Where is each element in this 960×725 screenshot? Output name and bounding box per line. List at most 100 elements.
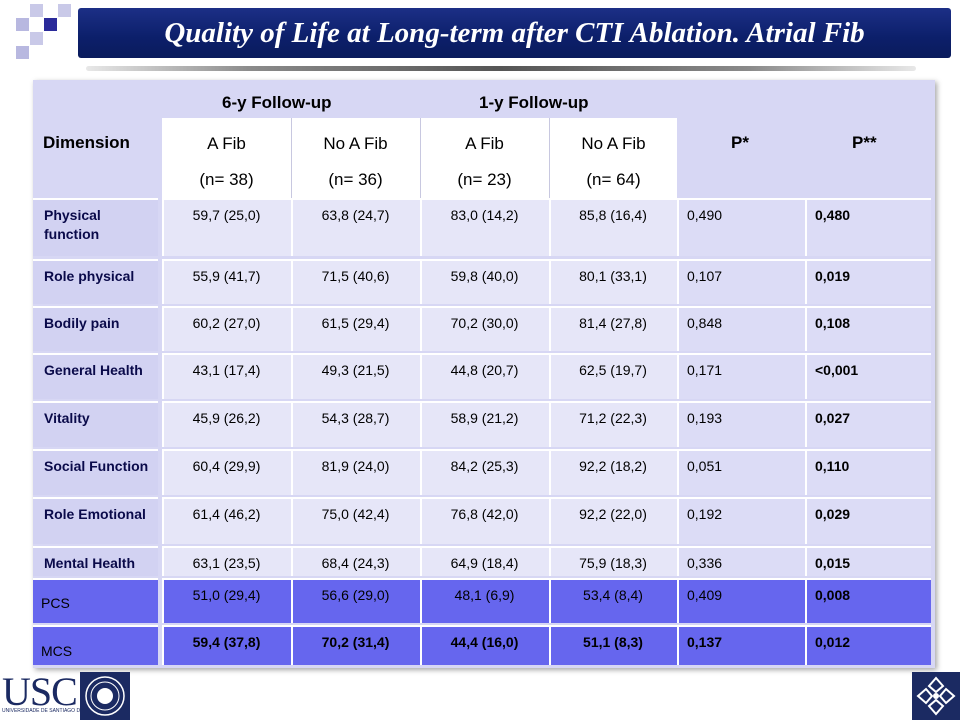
row-label: Role physical [44, 268, 135, 284]
row-label: PCS [41, 595, 70, 611]
table-cell [291, 259, 420, 304]
cell-value: 92,2 (18,2) [579, 458, 647, 474]
cell-value: 55,9 (41,7) [192, 268, 261, 284]
subheader-group-name: A Fib [207, 134, 246, 153]
table-cell [805, 449, 931, 495]
row-label: Vitality [44, 410, 90, 426]
cell-value: 0,137 [687, 634, 723, 650]
cell-value: 0,409 [687, 587, 723, 603]
row-label-cell [33, 497, 158, 544]
cell-value: 0,015 [815, 555, 851, 571]
cell-value: 0,848 [687, 315, 723, 331]
subheader-group-n: (n= 23) [457, 170, 512, 189]
table-cell [549, 259, 677, 304]
cell-value: 59,7 (25,0) [192, 207, 261, 223]
cell-value: 63,1 (23,5) [192, 555, 261, 571]
table-cell [549, 546, 677, 576]
row-label-cell [33, 578, 158, 623]
row-label-cell [33, 353, 158, 399]
row-label: Physical function [44, 207, 101, 242]
table-cell [291, 198, 420, 256]
row-label-cell [33, 306, 158, 351]
table-cell [291, 546, 420, 576]
cell-value: 61,5 (29,4) [321, 315, 390, 331]
table-cell [291, 497, 420, 544]
cell-value: 53,4 (8,4) [583, 587, 643, 603]
cell-value: 81,4 (27,8) [579, 315, 647, 331]
table-cell [677, 401, 805, 447]
cell-value: 51,1 (8,3) [583, 634, 643, 650]
decor-square [30, 32, 43, 45]
cell-value: 0,110 [815, 458, 850, 474]
table-cell [162, 401, 291, 447]
cell-value: 56,6 (29,0) [321, 587, 390, 603]
cell-value: 92,2 (22,0) [579, 506, 647, 522]
subheader-block [162, 118, 677, 198]
table-cell [291, 578, 420, 623]
row-label: MCS [41, 643, 73, 659]
cell-value: 68,4 (24,3) [321, 555, 390, 571]
table-cell [420, 306, 549, 351]
cell-value: 51,0 (29,4) [192, 587, 261, 603]
header-1y-follow-up: 1-y Follow-up [479, 93, 589, 112]
table-cell [291, 401, 420, 447]
table-cell [420, 401, 549, 447]
decor-square [58, 4, 71, 17]
cell-value: 83,0 (14,2) [450, 207, 519, 223]
cell-value: 59,8 (40,0) [450, 268, 519, 284]
page-title: Quality of Life at Long-term after CTI A… [164, 17, 865, 49]
table-cell [677, 353, 805, 399]
table-cell [677, 306, 805, 351]
header-dimension: Dimension [43, 133, 130, 152]
cell-value: 0,336 [687, 555, 723, 571]
cell-value: 61,4 (46,2) [192, 506, 261, 522]
cell-value: 54,3 (28,7) [321, 410, 390, 426]
row-label-cell [33, 449, 158, 495]
row-label: Bodily pain [44, 315, 120, 331]
cell-value: 0,027 [815, 410, 851, 426]
table-cell [420, 259, 549, 304]
cell-value: 75,0 (42,4) [321, 506, 390, 522]
cross-emblem-icon [912, 672, 960, 720]
table-cell [549, 198, 677, 256]
table-cell [677, 259, 805, 304]
table-cell [677, 449, 805, 495]
subheader-group-n: (n= 64) [586, 170, 641, 189]
table-cell [677, 625, 805, 665]
header-6y-follow-up: 6-y Follow-up [222, 93, 332, 112]
cell-value: 62,5 (19,7) [579, 362, 647, 378]
table-cell [677, 546, 805, 576]
cell-value: 71,2 (22,3) [579, 410, 647, 426]
cell-value: 85,8 (16,4) [579, 207, 647, 223]
table-cell [162, 546, 291, 576]
cell-value: 45,9 (26,2) [192, 410, 261, 426]
decor-square [44, 18, 57, 31]
table-cell [162, 625, 291, 665]
table-cell [805, 546, 931, 576]
table-cell [549, 578, 677, 623]
table-cell [420, 546, 549, 576]
cell-value: 0,171 [687, 362, 723, 378]
cell-value: 70,2 (31,4) [321, 634, 390, 650]
title-bar: Quality of Life at Long-term after CTI A… [78, 8, 951, 58]
table-cell [420, 625, 549, 665]
cell-value: 59,4 (37,8) [192, 634, 261, 650]
table-cell [805, 497, 931, 544]
subheader-group-n: (n= 38) [199, 170, 254, 189]
table-cell [162, 578, 291, 623]
cell-value: 44,8 (20,7) [450, 362, 519, 378]
table-cell [549, 497, 677, 544]
cell-value: 0,480 [815, 207, 851, 223]
title-divider [86, 66, 916, 71]
table-cell [291, 625, 420, 665]
table-cell [805, 198, 931, 256]
usc-logo-subtext: UNIVERSIDADE DE SANTIAGO DE COMPOSTELA [2, 708, 120, 714]
cell-value: 43,1 (17,4) [192, 362, 261, 378]
cell-value: 0,107 [687, 268, 723, 284]
row-label-cell [33, 625, 158, 665]
cell-value: 0,051 [687, 458, 723, 474]
cell-value: 84,2 (25,3) [450, 458, 519, 474]
table-cell [162, 198, 291, 256]
header-p1: P* [731, 133, 749, 152]
cell-value: 60,4 (29,9) [192, 458, 261, 474]
